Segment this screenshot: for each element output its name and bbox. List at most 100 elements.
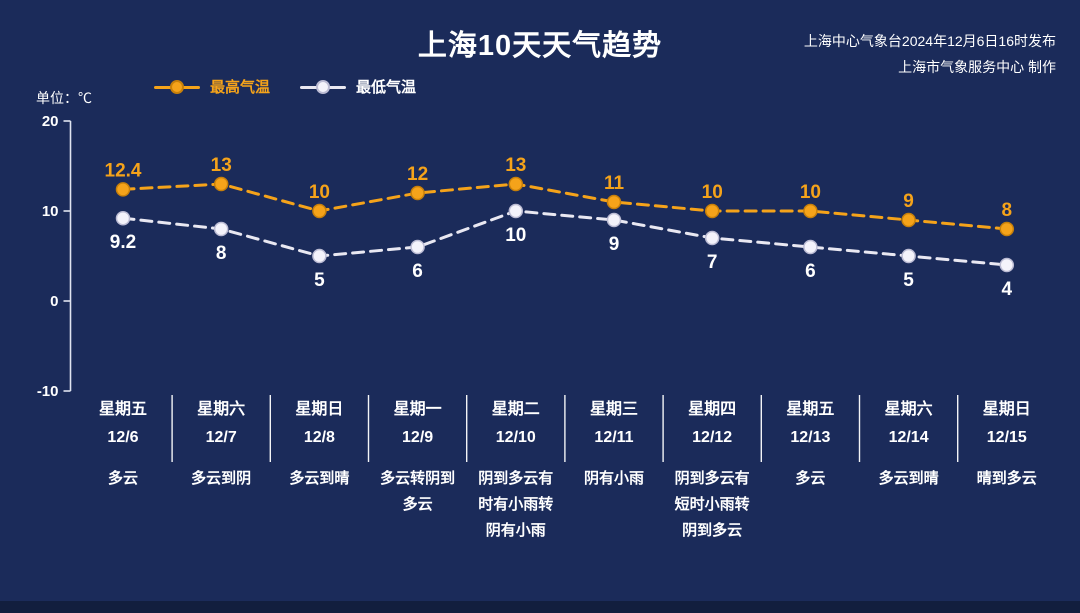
day-weather: 多云到晴: [878, 470, 939, 487]
min-temp-value: 4: [1002, 279, 1013, 300]
day-column: 星期四 12/12 阴到多云有 短时小雨转 阴到多云: [663, 398, 761, 544]
day-column: 星期五 12/6 多云: [74, 398, 172, 492]
day-weather: 多云到晴: [289, 470, 350, 487]
source-line-2: 上海市气象服务中心 制作: [898, 59, 1056, 75]
page-title: 上海10天天气趋势: [417, 30, 663, 62]
min-temp-value: 5: [314, 270, 325, 291]
day-column: 星期一 12/9 多云转阴到 多云: [369, 398, 467, 518]
day-column: 星期日 12/8 多云到晴: [270, 398, 368, 492]
day-weather: 阴到多云有 时有小雨转 阴有小雨: [478, 470, 554, 539]
max-temp-marker-icon: [154, 79, 200, 94]
max-temp-value: 8: [1002, 200, 1013, 221]
legend-label-max: 最高气温: [210, 79, 271, 96]
max-temp-value: 10: [309, 182, 330, 203]
day-date: 12/11: [594, 429, 634, 446]
min-temp-marker-icon: [300, 79, 347, 94]
min-temp-value: 7: [707, 252, 718, 273]
day-name: 星期四: [688, 401, 737, 418]
min-temp-value: 5: [903, 270, 914, 291]
min-temp-value: 9.2: [110, 232, 136, 253]
min-temp-point: [901, 248, 916, 264]
day-weather: 多云到阴: [191, 470, 252, 487]
min-temp-point: [606, 212, 622, 228]
max-temp-value: 13: [211, 155, 232, 176]
max-temp-point: [213, 176, 229, 192]
day-date: 12/10: [495, 429, 536, 446]
max-temp-point: [115, 182, 131, 197]
day-name: 星期二: [491, 401, 540, 418]
bottom-edge-strip: [0, 601, 1080, 613]
day-column: 星期日 12/15 晴到多云: [958, 398, 1056, 492]
y-axis-label: 10: [42, 203, 59, 220]
legend-dot: [170, 79, 184, 94]
day-date: 12/12: [692, 429, 733, 446]
max-temp-value: 10: [702, 182, 723, 203]
min-temp-point: [704, 230, 720, 246]
max-temp-value: 10: [800, 182, 821, 203]
y-axis-label: 0: [50, 293, 58, 310]
min-temp-point: [803, 239, 818, 255]
source-line-1: 上海中心气象台2024年12月6日16时发布: [803, 33, 1056, 49]
y-axis-label: 20: [42, 113, 59, 130]
min-temp-value: 10: [505, 225, 526, 246]
max-temp-value: 13: [505, 155, 526, 176]
unit-label: 单位：℃: [36, 90, 92, 106]
max-temp-point: [606, 194, 622, 210]
source-info: 上海中心气象台2024年12月6日16时发布 上海市气象服务中心 制作: [804, 28, 1056, 80]
day-weather: 晴到多云: [976, 470, 1037, 487]
day-column: 星期二 12/10 阴到多云有 时有小雨转 阴有小雨: [467, 398, 565, 544]
day-column: 星期六 12/7 多云到阴: [172, 398, 270, 492]
max-temp-point: [312, 203, 327, 219]
day-date: 12/13: [790, 429, 831, 446]
min-temp-value: 8: [216, 243, 227, 264]
day-name: 星期一: [393, 401, 442, 418]
max-temp-value: 9: [903, 191, 914, 212]
max-temp-point: [999, 221, 1015, 237]
day-weather: 阴到多云有 短时小雨转 阴到多云: [674, 470, 750, 539]
min-temp-point: [115, 210, 131, 226]
min-temp-value: 6: [805, 261, 816, 282]
min-temp-line: [121, 209, 1009, 267]
legend-item-min-temp: 最低气温: [300, 76, 416, 97]
chart-legend: 最高气温 最低气温: [154, 76, 416, 97]
legend-dot: [316, 79, 331, 94]
day-name: 星期五: [98, 401, 147, 418]
min-temp-point: [213, 221, 229, 237]
day-column: 星期六 12/14 多云到晴: [860, 398, 958, 492]
max-temp-value: 12: [407, 164, 428, 185]
day-date: 12/7: [205, 429, 237, 446]
min-temp-value: 9: [609, 234, 620, 255]
max-temp-point: [901, 212, 916, 228]
min-temp-point: [999, 257, 1015, 273]
max-temp-value: 11: [604, 173, 625, 194]
day-date: 12/15: [986, 429, 1027, 446]
day-name: 星期六: [884, 401, 933, 418]
day-name: 星期六: [197, 401, 246, 418]
day-column: 星期五 12/13 多云: [761, 398, 859, 492]
max-temp-point: [704, 203, 720, 219]
day-name: 星期日: [982, 401, 1031, 418]
min-temp-point: [312, 248, 327, 264]
day-date: 12/6: [107, 429, 139, 446]
day-weather: 阴有小雨: [583, 470, 644, 487]
max-temp-point: [803, 203, 818, 219]
min-temp-value: 6: [412, 261, 423, 282]
day-weather: 多云: [795, 470, 826, 487]
min-temp-point: [410, 239, 425, 255]
day-date: 12/8: [303, 429, 335, 446]
day-weather: 多云转阴到 多云: [380, 470, 456, 513]
day-date: 12/14: [888, 429, 929, 446]
min-temp-point: [508, 203, 524, 219]
day-weather: 多云: [107, 470, 138, 487]
legend-item-max-temp: 最高气温: [154, 76, 270, 97]
day-name: 星期日: [295, 401, 344, 418]
day-date: 12/9: [402, 429, 434, 446]
day-name: 星期三: [589, 401, 638, 418]
y-axis-label: -10: [37, 383, 59, 400]
max-temp-line: [121, 182, 1009, 231]
max-temp-point: [508, 176, 524, 192]
max-temp-value: 12.4: [105, 160, 142, 181]
